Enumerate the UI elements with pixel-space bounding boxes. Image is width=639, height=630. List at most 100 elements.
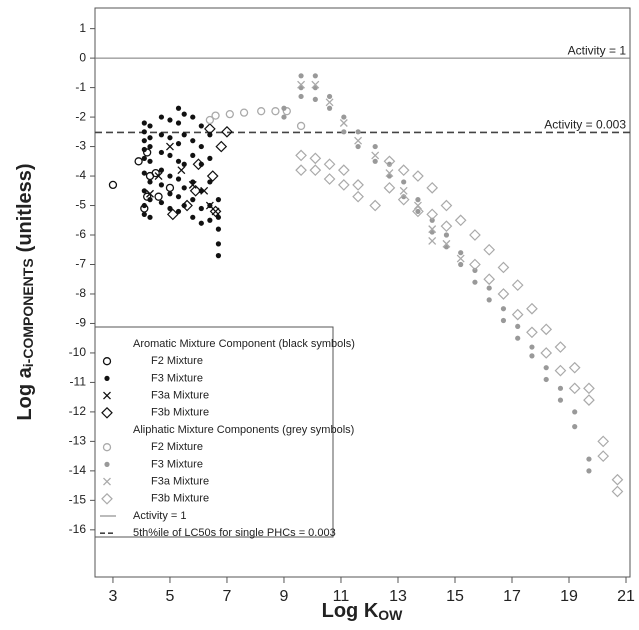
point — [597, 435, 610, 448]
point — [526, 326, 538, 339]
point — [298, 73, 304, 79]
x-tick-label: 5 — [166, 588, 175, 605]
point — [543, 365, 549, 371]
point — [200, 186, 209, 195]
point — [486, 285, 492, 291]
x-tick-label: 15 — [446, 588, 464, 605]
point — [557, 397, 564, 403]
point — [397, 164, 410, 176]
point — [166, 142, 174, 151]
point — [428, 225, 437, 234]
legend-box — [94, 326, 334, 538]
point — [442, 239, 451, 248]
point — [177, 166, 186, 175]
point — [341, 129, 347, 135]
point — [282, 107, 291, 116]
point — [207, 155, 213, 161]
point — [515, 323, 521, 330]
point — [175, 176, 182, 182]
point — [355, 129, 361, 135]
y-tick-label: -1 — [75, 80, 86, 94]
y-tick-label: -12 — [69, 404, 87, 418]
legend-label: F2 Mixture — [151, 441, 203, 453]
point — [147, 123, 153, 129]
point — [397, 193, 410, 206]
x-tick-label: 3 — [109, 588, 118, 605]
point — [511, 308, 524, 321]
x-axis-title: Log KOW — [322, 600, 404, 622]
point — [211, 111, 220, 120]
point — [141, 170, 147, 176]
legend-label: F3b Mixture — [151, 407, 209, 419]
point — [207, 179, 213, 185]
reference-label: Activity = 1 — [568, 43, 627, 57]
point — [167, 205, 173, 212]
point — [597, 450, 610, 462]
point — [472, 279, 478, 285]
point — [175, 194, 182, 200]
point — [151, 168, 160, 178]
point — [141, 188, 147, 194]
point — [215, 241, 222, 247]
point — [198, 123, 204, 129]
point — [297, 80, 306, 89]
point — [147, 214, 153, 220]
point — [515, 335, 521, 341]
point — [190, 152, 196, 159]
point — [586, 468, 592, 474]
point — [271, 107, 280, 116]
point — [326, 105, 333, 111]
y-tick-label: -7 — [75, 257, 86, 271]
point — [401, 179, 407, 185]
point — [147, 158, 153, 164]
point — [352, 190, 364, 203]
point — [428, 236, 437, 245]
y-tick-label: -5 — [75, 198, 86, 212]
point — [281, 105, 287, 111]
point — [399, 186, 408, 195]
y-title-tail: (unitless) — [14, 163, 36, 252]
point — [215, 226, 222, 232]
point — [141, 155, 147, 161]
point — [146, 189, 154, 198]
legend-label: Activity = 1 — [133, 510, 187, 522]
point — [456, 254, 465, 263]
y-tick-label: 1 — [79, 21, 86, 35]
plot-frame — [94, 7, 631, 578]
point — [298, 93, 304, 100]
point — [154, 192, 163, 201]
point — [181, 185, 187, 191]
y-tick-label: -15 — [69, 493, 87, 507]
point — [141, 146, 147, 153]
point — [469, 258, 481, 271]
point — [181, 199, 193, 212]
point — [257, 107, 266, 116]
point — [458, 261, 464, 268]
point — [108, 180, 118, 190]
point — [165, 183, 175, 192]
point — [325, 98, 334, 107]
point — [309, 164, 322, 176]
point — [103, 477, 111, 486]
y-title-sub: i-COMPONENTS — [20, 258, 36, 367]
point — [372, 158, 378, 164]
point — [572, 424, 578, 430]
point — [175, 105, 182, 111]
point — [296, 121, 306, 131]
point — [385, 169, 394, 178]
point — [326, 93, 333, 100]
point — [181, 111, 187, 117]
point — [440, 199, 453, 212]
point — [143, 148, 152, 157]
reference-label: Activity = 0.003 — [544, 118, 626, 132]
point — [147, 143, 153, 150]
point — [190, 114, 196, 120]
point — [104, 461, 110, 467]
point — [323, 173, 336, 185]
y-tick-label: -3 — [75, 139, 86, 153]
point — [147, 135, 153, 141]
point — [540, 347, 553, 359]
point — [103, 391, 111, 400]
y-title-main: Log a — [14, 366, 36, 420]
point — [311, 80, 320, 89]
